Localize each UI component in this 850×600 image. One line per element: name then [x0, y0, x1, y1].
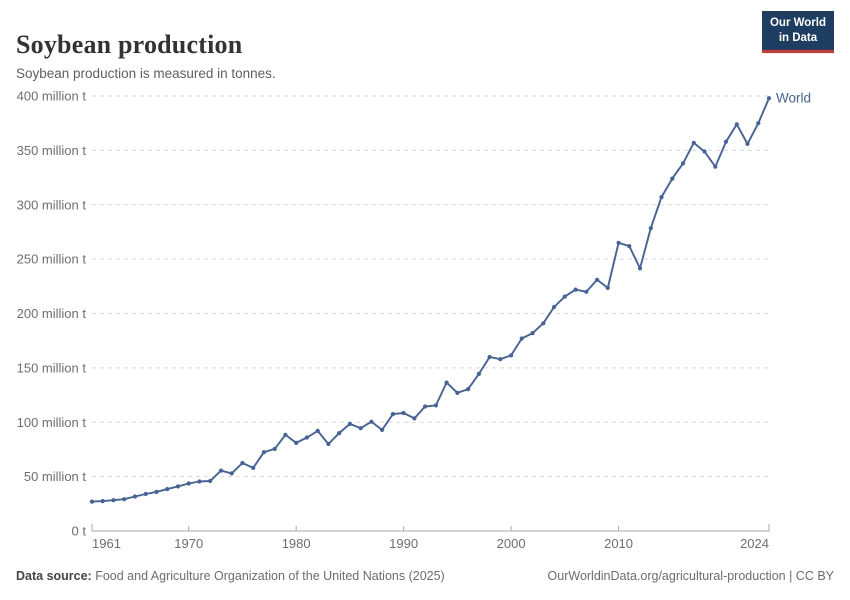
- y-axis-label: 150 million t: [17, 360, 87, 375]
- data-point[interactable]: [154, 489, 159, 494]
- data-point[interactable]: [766, 96, 772, 101]
- data-point[interactable]: [186, 481, 191, 486]
- data-point[interactable]: [100, 499, 105, 504]
- data-point[interactable]: [229, 471, 234, 476]
- data-point[interactable]: [89, 499, 95, 504]
- series-label-world[interactable]: World: [776, 91, 811, 106]
- data-point[interactable]: [369, 419, 374, 424]
- data-point[interactable]: [509, 353, 514, 358]
- data-point[interactable]: [659, 195, 664, 200]
- data-point[interactable]: [401, 410, 406, 416]
- data-point[interactable]: [272, 446, 277, 451]
- data-point[interactable]: [745, 141, 750, 146]
- data-point[interactable]: [562, 294, 567, 299]
- data-point[interactable]: [476, 371, 481, 376]
- x-axis-label: 2010: [604, 536, 633, 551]
- data-point[interactable]: [552, 304, 557, 310]
- data-point[interactable]: [648, 226, 653, 231]
- page-title: Soybean production: [16, 30, 243, 60]
- data-point[interactable]: [111, 498, 116, 503]
- data-point[interactable]: [627, 244, 632, 249]
- data-point[interactable]: [304, 435, 309, 440]
- data-point[interactable]: [132, 494, 138, 499]
- owid-logo-line1: Our World: [769, 17, 826, 29]
- data-point[interactable]: [423, 404, 428, 409]
- y-axis-label: 250 million t: [17, 252, 87, 267]
- data-point[interactable]: [358, 426, 363, 431]
- data-point[interactable]: [595, 277, 600, 282]
- x-axis-label: 1990: [389, 536, 418, 551]
- y-axis-label: 50 million t: [24, 469, 87, 484]
- data-point[interactable]: [637, 266, 643, 271]
- x-axis-label: 1980: [282, 536, 311, 551]
- data-point[interactable]: [702, 149, 707, 154]
- data-point[interactable]: [734, 122, 739, 127]
- data-point[interactable]: [175, 484, 181, 489]
- data-point[interactable]: [444, 380, 449, 385]
- data-point[interactable]: [208, 478, 213, 484]
- x-axis-label: 1970: [174, 536, 203, 551]
- data-point[interactable]: [240, 460, 245, 466]
- data-point[interactable]: [498, 357, 503, 362]
- y-axis-label: 400 million t: [17, 89, 87, 104]
- data-point[interactable]: [616, 240, 621, 245]
- data-point[interactable]: [122, 497, 127, 502]
- data-point[interactable]: [519, 336, 524, 341]
- y-axis-label: 300 million t: [17, 197, 87, 212]
- data-point[interactable]: [573, 287, 578, 292]
- data-point[interactable]: [680, 161, 686, 166]
- data-point[interactable]: [337, 431, 342, 436]
- data-point[interactable]: [605, 285, 610, 290]
- world-series-line[interactable]: [91, 97, 770, 503]
- x-axis-label: 2024: [740, 536, 769, 551]
- data-point[interactable]: [530, 331, 535, 336]
- data-point[interactable]: [390, 412, 395, 417]
- owid-logo[interactable]: Our World in Data: [761, 11, 834, 53]
- data-point[interactable]: [261, 450, 266, 455]
- data-point[interactable]: [380, 427, 385, 432]
- data-point[interactable]: [466, 387, 471, 392]
- data-point[interactable]: [143, 491, 148, 497]
- data-point[interactable]: [723, 139, 729, 144]
- data-point[interactable]: [218, 468, 224, 473]
- data-point[interactable]: [412, 416, 417, 421]
- data-point[interactable]: [584, 289, 589, 294]
- data-point[interactable]: [487, 354, 492, 360]
- data-point[interactable]: [197, 479, 202, 484]
- owid-logo-line2: in Data: [778, 31, 818, 44]
- data-point[interactable]: [433, 403, 438, 408]
- y-axis-label: 100 million t: [17, 415, 87, 430]
- y-axis-label: 200 million t: [17, 306, 87, 321]
- y-axis-label: 0 t: [72, 524, 87, 539]
- data-point[interactable]: [713, 164, 718, 169]
- data-point[interactable]: [756, 121, 761, 126]
- data-point[interactable]: [165, 487, 170, 492]
- x-axis-label: 1961: [92, 536, 121, 551]
- x-axis-label: 2000: [497, 536, 526, 551]
- data-point[interactable]: [691, 140, 696, 145]
- data-point[interactable]: [251, 465, 256, 470]
- chart-subtitle: Soybean production is measured in tonnes…: [16, 65, 276, 81]
- data-point[interactable]: [283, 432, 288, 437]
- data-point[interactable]: [294, 440, 299, 445]
- data-point[interactable]: [347, 421, 352, 426]
- owid-link[interactable]: OurWorldinData.org/agricultural-producti…: [547, 569, 834, 583]
- data-point[interactable]: [541, 321, 546, 326]
- y-axis-label: 350 million t: [17, 143, 87, 158]
- data-point[interactable]: [315, 428, 320, 433]
- data-point[interactable]: [670, 176, 675, 181]
- data-point[interactable]: [455, 390, 460, 395]
- data-source-text: Food and Agriculture Organization of the…: [91, 569, 445, 583]
- data-source-label: Data source:: [16, 569, 92, 583]
- data-point[interactable]: [326, 441, 331, 447]
- data-source: Data source: Food and Agriculture Organi…: [16, 569, 445, 583]
